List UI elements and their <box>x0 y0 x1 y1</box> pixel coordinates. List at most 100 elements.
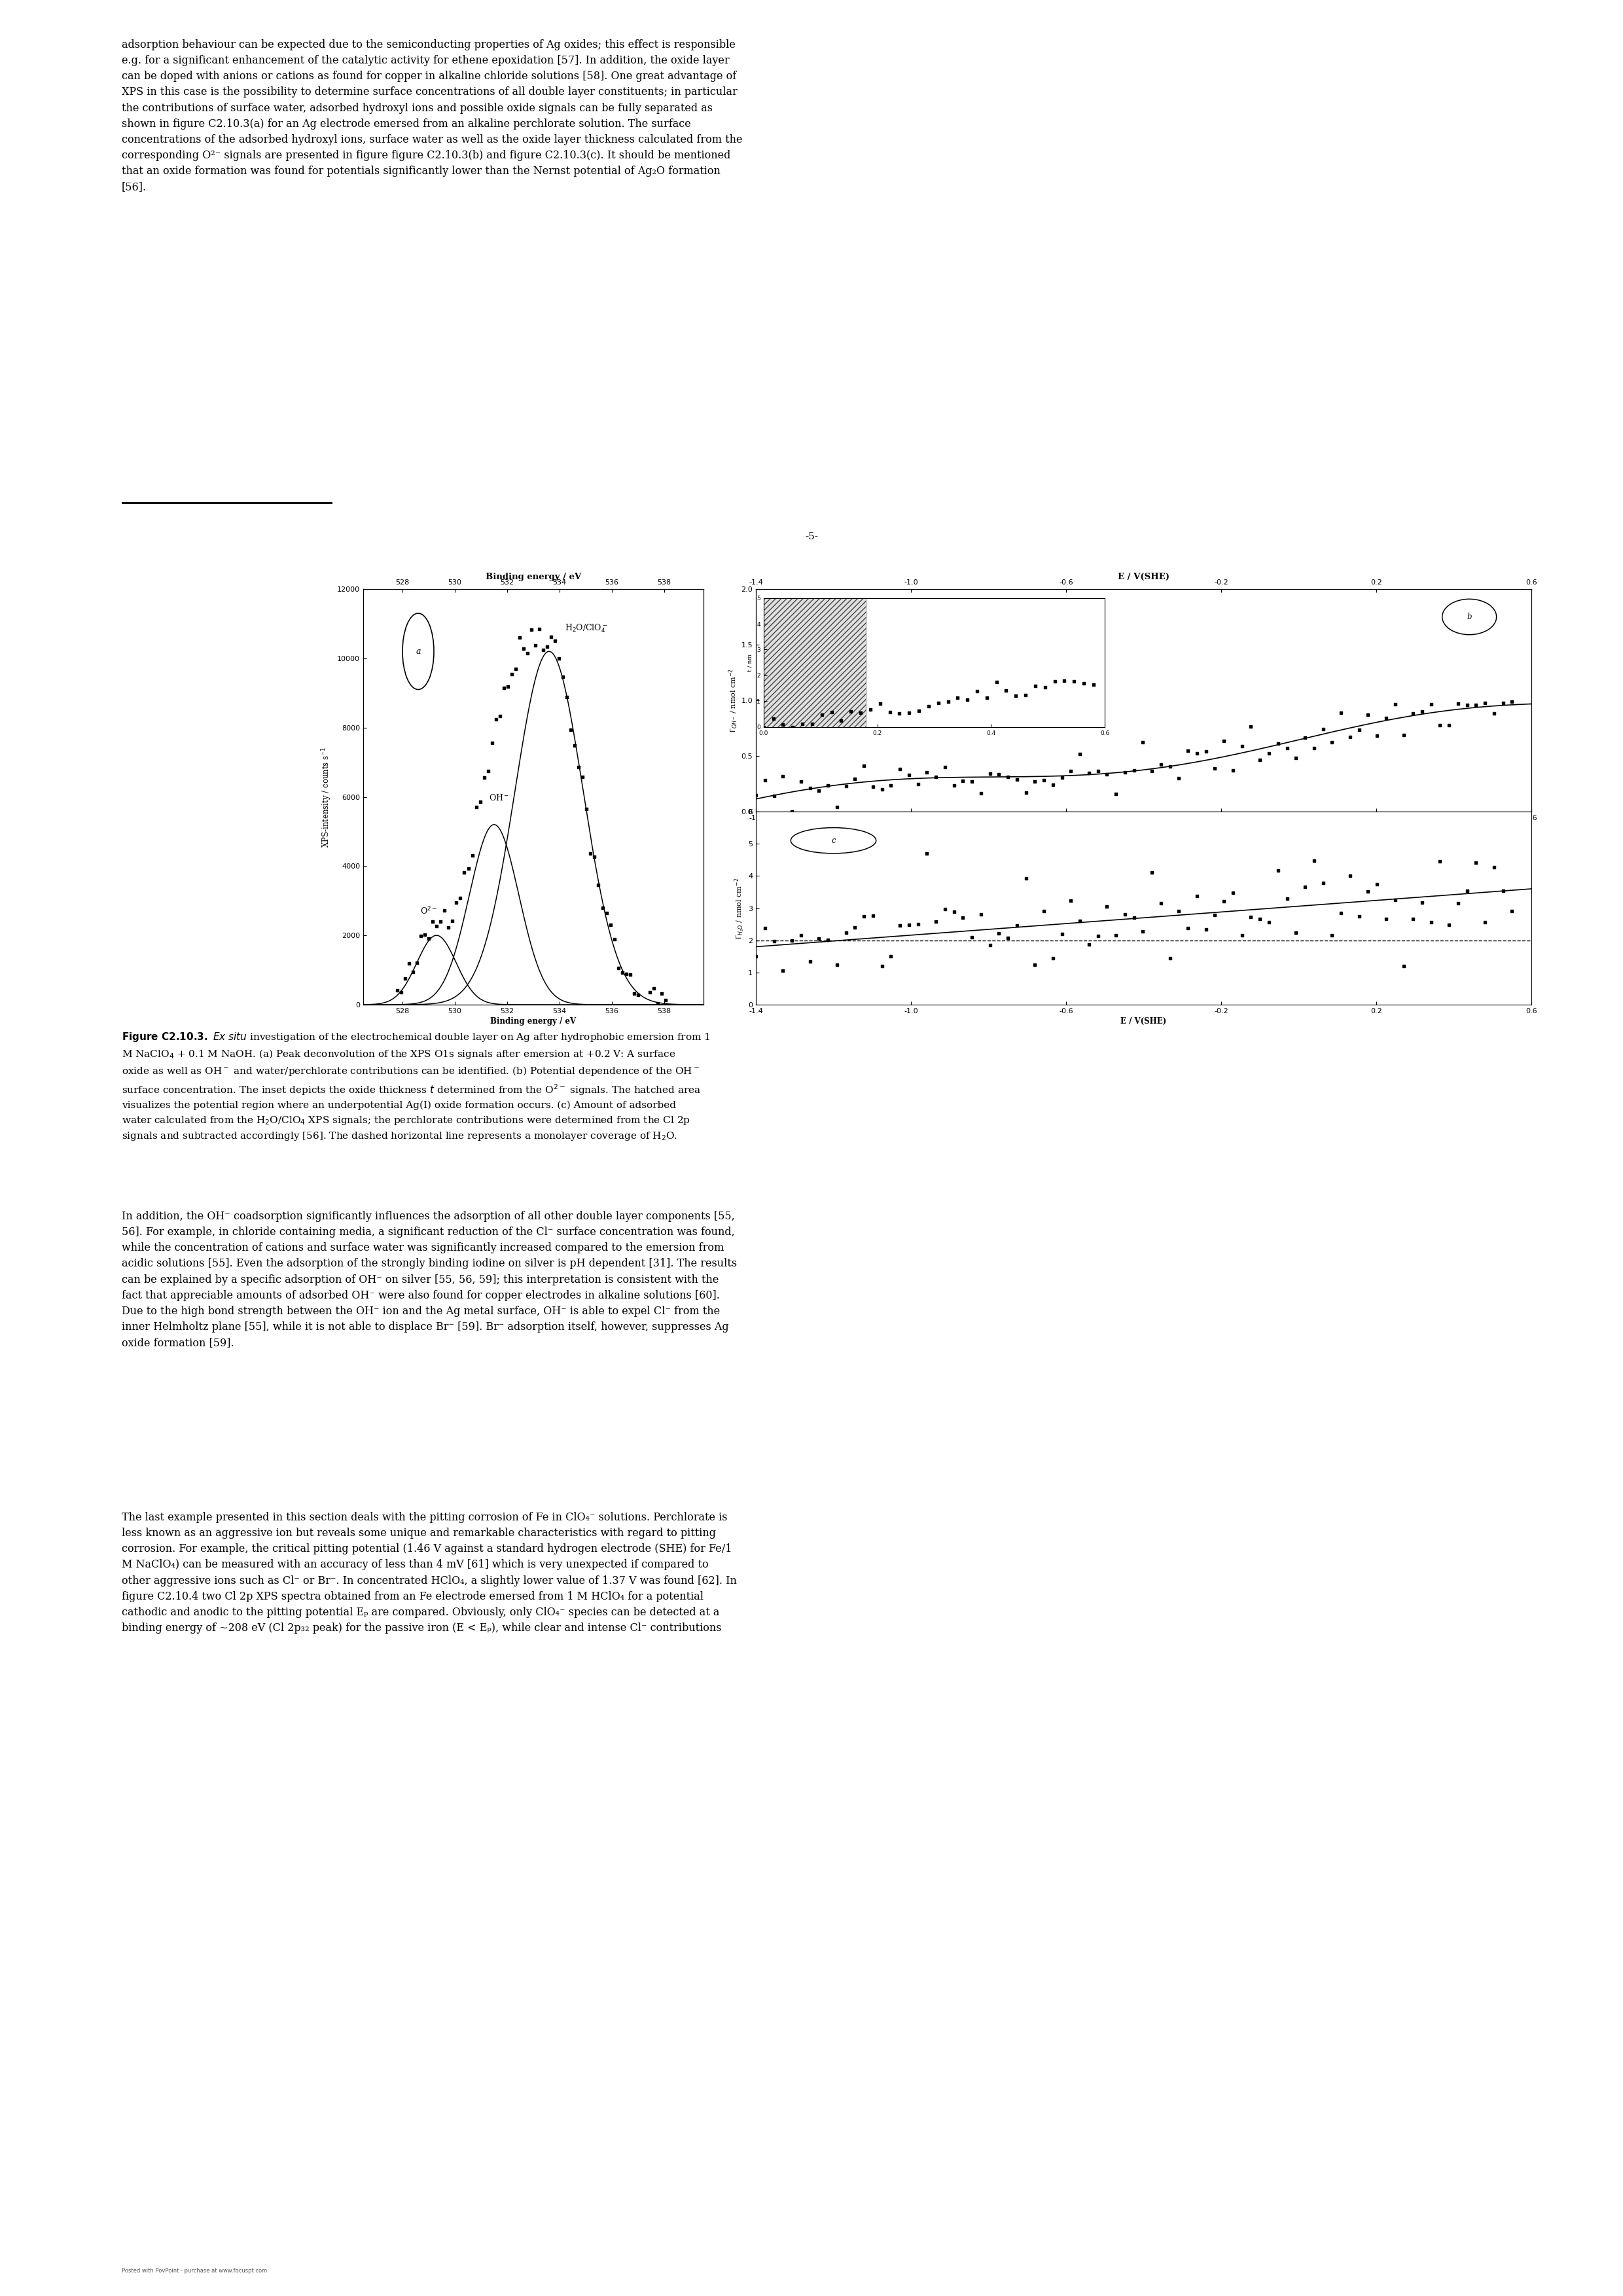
Point <box>833 767 859 804</box>
Point <box>531 631 557 668</box>
Point <box>581 838 607 875</box>
Point <box>807 771 833 808</box>
Point <box>769 758 795 794</box>
Point <box>1112 895 1138 932</box>
Point <box>399 953 425 990</box>
Point <box>641 969 667 1006</box>
Point <box>1462 687 1488 723</box>
Point <box>404 944 430 980</box>
Point <box>589 889 615 925</box>
Point <box>1139 753 1165 790</box>
Point <box>1048 760 1074 797</box>
Point <box>1373 700 1399 737</box>
Point <box>514 634 540 670</box>
Point <box>977 928 1003 964</box>
Text: c: c <box>831 836 836 845</box>
Point <box>1165 760 1191 797</box>
Point <box>652 983 678 1019</box>
Point <box>787 916 813 953</box>
Text: In addition, the OH⁻ coadsorption significantly influences the adsorption of all: In addition, the OH⁻ coadsorption signif… <box>122 1210 737 1348</box>
Point <box>1462 845 1488 882</box>
Point <box>1391 716 1417 753</box>
Point <box>850 746 876 783</box>
Point <box>914 753 940 790</box>
Point <box>959 918 985 955</box>
Point <box>649 976 675 1013</box>
Point <box>1022 762 1048 799</box>
Point <box>1175 909 1201 946</box>
Point <box>471 760 497 797</box>
Point <box>1246 900 1272 937</box>
Point <box>932 748 958 785</box>
Point <box>985 755 1011 792</box>
Point <box>977 755 1003 792</box>
Point <box>1066 902 1092 939</box>
Point <box>605 951 631 987</box>
Point <box>566 748 592 785</box>
Point <box>1401 696 1427 732</box>
Point <box>463 788 489 824</box>
Point <box>751 762 777 799</box>
Point <box>1454 687 1480 723</box>
Point <box>1383 687 1409 723</box>
Text: Posted with PovPoint - purchase at www.focuspt.com: Posted with PovPoint - purchase at www.f… <box>122 2268 268 2273</box>
Point <box>1183 735 1209 771</box>
Point <box>625 976 651 1013</box>
Point <box>511 631 537 668</box>
Point <box>498 657 524 693</box>
Point <box>1220 875 1246 912</box>
Point <box>1490 872 1516 909</box>
Point <box>570 760 596 797</box>
Point <box>995 921 1021 957</box>
Point <box>1130 914 1156 951</box>
Point <box>1401 900 1427 937</box>
Point <box>1104 776 1130 813</box>
Point <box>1157 748 1183 785</box>
Point <box>388 974 414 1010</box>
Point <box>1419 687 1444 723</box>
Point <box>850 898 876 934</box>
Point <box>1292 719 1318 755</box>
Point <box>1229 728 1255 765</box>
Point <box>878 767 904 804</box>
Text: H$_2$O/ClO$_4^-$: H$_2$O/ClO$_4^-$ <box>565 622 607 634</box>
Point <box>1472 684 1498 721</box>
Point <box>1183 877 1209 914</box>
Text: $\mathbf{Figure\ C2.10.3.}$ $\mathit{Ex\ situ}$ investigation of the electrochem: $\mathbf{Figure\ C2.10.3.}$ $\mathit{Ex\… <box>122 1031 711 1141</box>
Point <box>967 895 993 932</box>
Text: O$^{2-}$: O$^{2-}$ <box>420 905 437 916</box>
Point <box>743 937 769 974</box>
Point <box>1193 732 1219 769</box>
Point <box>1005 760 1031 797</box>
Point <box>769 953 795 990</box>
Text: OH$^-$: OH$^-$ <box>489 792 510 801</box>
Point <box>1048 916 1074 953</box>
Point <box>628 990 654 1026</box>
Point <box>526 611 552 647</box>
Point <box>644 985 670 1022</box>
Point <box>1112 753 1138 790</box>
Point <box>1391 948 1417 985</box>
Point <box>1040 767 1066 804</box>
Point <box>779 792 805 829</box>
Point <box>1031 762 1057 799</box>
Point <box>1345 898 1371 934</box>
Point <box>923 902 949 939</box>
Point <box>896 907 922 944</box>
Point <box>906 767 932 804</box>
Point <box>558 712 584 748</box>
Point <box>506 620 532 657</box>
Point <box>586 868 612 905</box>
Point <box>1121 900 1147 937</box>
Point <box>1319 916 1345 953</box>
Point <box>495 668 521 705</box>
Point <box>1084 753 1110 790</box>
Point <box>985 916 1011 953</box>
Point <box>407 918 433 955</box>
Point <box>1066 735 1092 771</box>
Point <box>1500 684 1526 721</box>
Point <box>633 992 659 1029</box>
Point <box>443 884 469 921</box>
Point <box>573 790 599 827</box>
Point <box>1482 850 1508 886</box>
